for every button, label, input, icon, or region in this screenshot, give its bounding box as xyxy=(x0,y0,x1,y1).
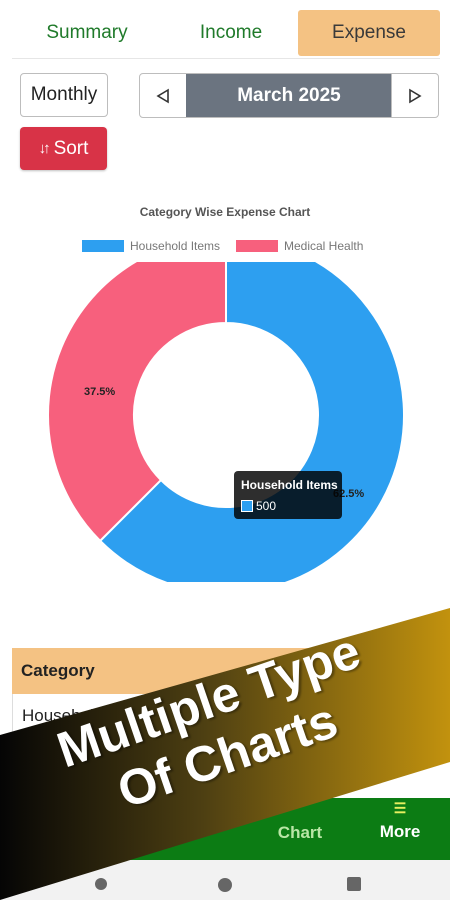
system-home-icon[interactable] xyxy=(218,878,232,892)
legend-swatch xyxy=(236,240,278,252)
tab-bar: Summary Income Expense xyxy=(12,10,442,58)
chart-title: Category Wise Expense Chart xyxy=(139,205,311,219)
triangle-left-icon xyxy=(156,88,169,103)
nav-more-label: More xyxy=(379,822,421,841)
tooltip-row: 500 xyxy=(241,499,276,513)
tab-summary[interactable]: Summary xyxy=(46,22,128,43)
legend-item-medical[interactable]: Medical Health xyxy=(236,239,363,253)
tooltip-swatch xyxy=(241,500,253,512)
doughnut-chart xyxy=(47,262,405,582)
bottom-navigation: Chart ☰ More xyxy=(0,798,450,860)
tooltip-value: 500 xyxy=(256,499,277,513)
month-navigator: March 2025 xyxy=(139,73,439,118)
list-icon: ☰ xyxy=(393,800,407,816)
chart-legend: Household Items Medical Health xyxy=(0,239,450,257)
nav-chart-label: Chart xyxy=(277,823,323,842)
tab-income[interactable]: Income xyxy=(199,22,263,43)
current-month-label: March 2025 xyxy=(186,74,392,117)
slice-label-medical: 37.5% xyxy=(84,386,116,398)
sort-button[interactable]: ↓↑ Sort xyxy=(20,127,107,170)
legend-swatch xyxy=(82,240,124,252)
table-header-category: Category xyxy=(12,648,442,694)
nav-chart-button[interactable]: Chart xyxy=(255,798,345,860)
table-row[interactable]: Household Items xyxy=(12,694,442,738)
legend-label: Household Items xyxy=(130,239,221,253)
sort-button-label: Sort xyxy=(53,137,89,159)
previous-month-button[interactable] xyxy=(140,74,186,117)
tooltip-title: Household Items xyxy=(241,478,338,492)
legend-label: Medical Health xyxy=(284,239,364,253)
tab-expense[interactable]: Expense xyxy=(298,10,440,56)
triangle-right-icon xyxy=(409,88,422,103)
nav-more-button[interactable]: ☰ More xyxy=(360,798,440,860)
tab-divider xyxy=(12,58,440,59)
period-select[interactable]: Monthly xyxy=(20,73,108,117)
system-back-icon[interactable] xyxy=(95,878,107,890)
chart-tooltip: Household Items 500 xyxy=(234,471,342,519)
slice-medical[interactable] xyxy=(47,262,227,543)
system-recents-icon[interactable] xyxy=(347,877,361,891)
next-month-button[interactable] xyxy=(391,74,438,117)
legend-item-household[interactable]: Household Items xyxy=(82,239,220,253)
sort-arrows-icon: ↓↑ xyxy=(38,140,51,157)
